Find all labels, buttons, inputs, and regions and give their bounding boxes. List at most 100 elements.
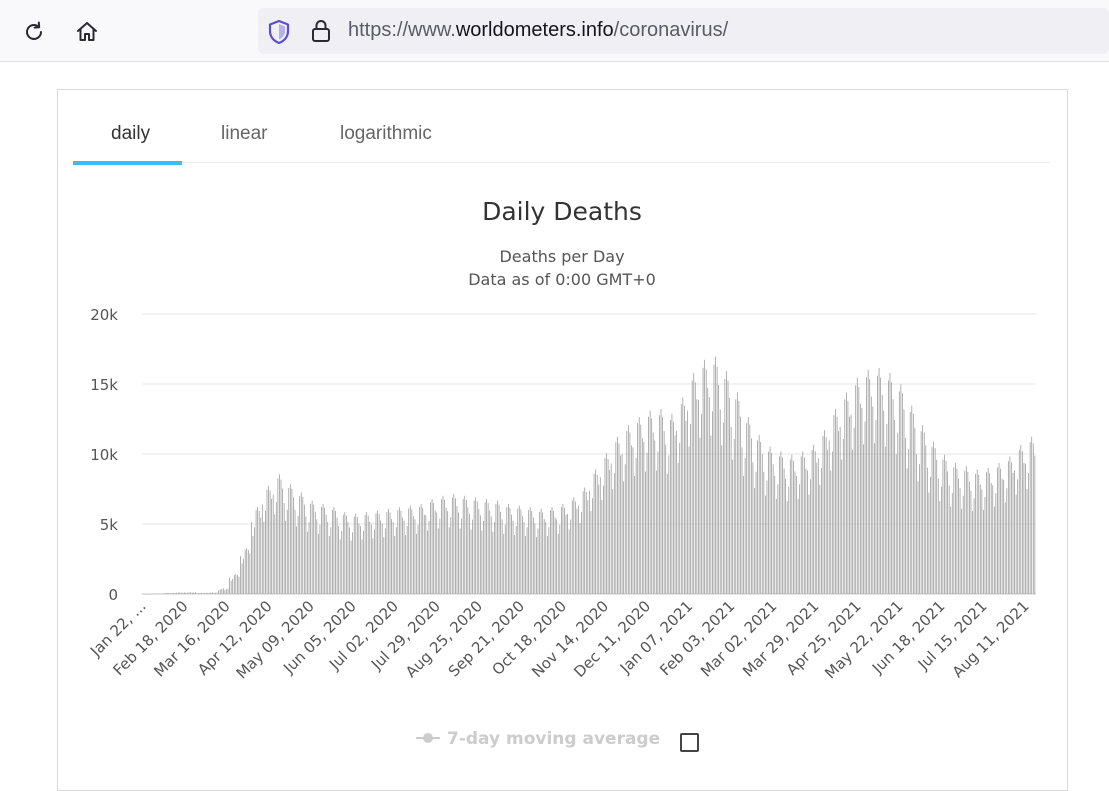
bar xyxy=(355,513,357,594)
home-button[interactable] xyxy=(69,14,105,50)
lock-icon[interactable] xyxy=(310,18,332,44)
bar xyxy=(671,413,673,594)
bar xyxy=(987,467,989,594)
bar xyxy=(490,516,492,594)
bar xyxy=(889,372,891,594)
bar xyxy=(495,503,497,594)
url-prefix: https://www. xyxy=(348,19,456,41)
bar xyxy=(1034,455,1036,594)
y-tick-label: 10k xyxy=(90,446,118,464)
bar xyxy=(431,499,433,594)
bar xyxy=(168,592,170,594)
bar xyxy=(576,508,578,594)
url-host: worldometers.info xyxy=(455,19,614,41)
bar xyxy=(445,507,447,594)
active-tab-indicator xyxy=(73,161,182,165)
bar xyxy=(797,499,799,594)
bar xyxy=(777,484,779,594)
bar xyxy=(286,509,288,594)
bar xyxy=(325,514,327,594)
tab-daily[interactable]: daily xyxy=(111,123,151,144)
bar xyxy=(251,522,252,594)
bar xyxy=(772,464,774,594)
bar xyxy=(423,514,425,594)
bar xyxy=(875,420,877,594)
bar xyxy=(827,449,829,594)
bar xyxy=(698,399,699,594)
bar xyxy=(395,527,397,594)
legend-checkbox[interactable] xyxy=(680,733,699,752)
bar xyxy=(758,435,760,594)
bar xyxy=(363,531,364,594)
bar xyxy=(422,507,424,594)
bar xyxy=(173,592,174,594)
bar xyxy=(1020,444,1022,594)
bar xyxy=(151,593,153,595)
bar xyxy=(856,377,858,594)
bar xyxy=(274,514,276,594)
bar xyxy=(388,508,389,594)
bar xyxy=(1018,450,1020,594)
bar xyxy=(400,510,402,594)
bar xyxy=(263,521,265,594)
bar xyxy=(637,423,639,594)
tab-linear[interactable]: linear xyxy=(221,123,268,144)
bar xyxy=(285,520,287,594)
bar xyxy=(877,375,878,594)
bar xyxy=(462,499,464,594)
tab-logarithmic[interactable]: logarithmic xyxy=(340,123,432,144)
bar xyxy=(288,488,290,594)
bar xyxy=(986,472,987,594)
bar xyxy=(475,497,477,594)
bar xyxy=(589,490,590,594)
bar xyxy=(733,439,735,594)
bar xyxy=(240,555,241,594)
bar xyxy=(937,478,939,594)
reload-button[interactable] xyxy=(16,14,52,50)
bar xyxy=(554,517,556,594)
bar xyxy=(973,498,975,594)
bar xyxy=(289,484,291,594)
bar xyxy=(430,502,431,594)
shield-icon[interactable] xyxy=(268,19,290,45)
bar xyxy=(350,540,352,594)
bar xyxy=(976,469,978,594)
bar xyxy=(370,524,372,594)
bar xyxy=(149,593,151,595)
bar xyxy=(377,510,378,594)
bar xyxy=(911,405,913,594)
bar xyxy=(514,535,515,594)
bar xyxy=(858,387,860,594)
bar xyxy=(332,510,333,594)
bar xyxy=(367,515,369,594)
bar xyxy=(657,451,659,594)
bar xyxy=(892,399,894,594)
bar xyxy=(458,512,459,594)
bar xyxy=(579,523,581,594)
bar xyxy=(210,592,212,594)
bar xyxy=(727,380,729,594)
bar xyxy=(595,469,596,594)
bar xyxy=(299,495,301,594)
bar xyxy=(638,417,640,594)
bar xyxy=(163,593,165,594)
bar xyxy=(556,519,558,594)
url-text[interactable]: https://www.worldometers.info/coronaviru… xyxy=(348,19,728,42)
bar xyxy=(685,420,687,594)
bar xyxy=(156,593,157,595)
bar xyxy=(294,509,296,594)
url-bar[interactable]: https://www.worldometers.info/coronaviru… xyxy=(258,8,1109,54)
bar xyxy=(785,478,786,594)
bar xyxy=(824,430,825,594)
bar xyxy=(738,401,740,594)
bar xyxy=(170,593,171,594)
bar xyxy=(328,536,330,594)
bar xyxy=(244,549,246,594)
bar xyxy=(375,513,377,594)
bar xyxy=(392,522,394,594)
legend-item-moving-average[interactable]: 7-day moving average xyxy=(416,729,660,749)
bar xyxy=(613,473,615,594)
bar xyxy=(506,506,508,594)
chart-title: Daily Deaths xyxy=(482,197,642,226)
bar xyxy=(786,501,788,594)
